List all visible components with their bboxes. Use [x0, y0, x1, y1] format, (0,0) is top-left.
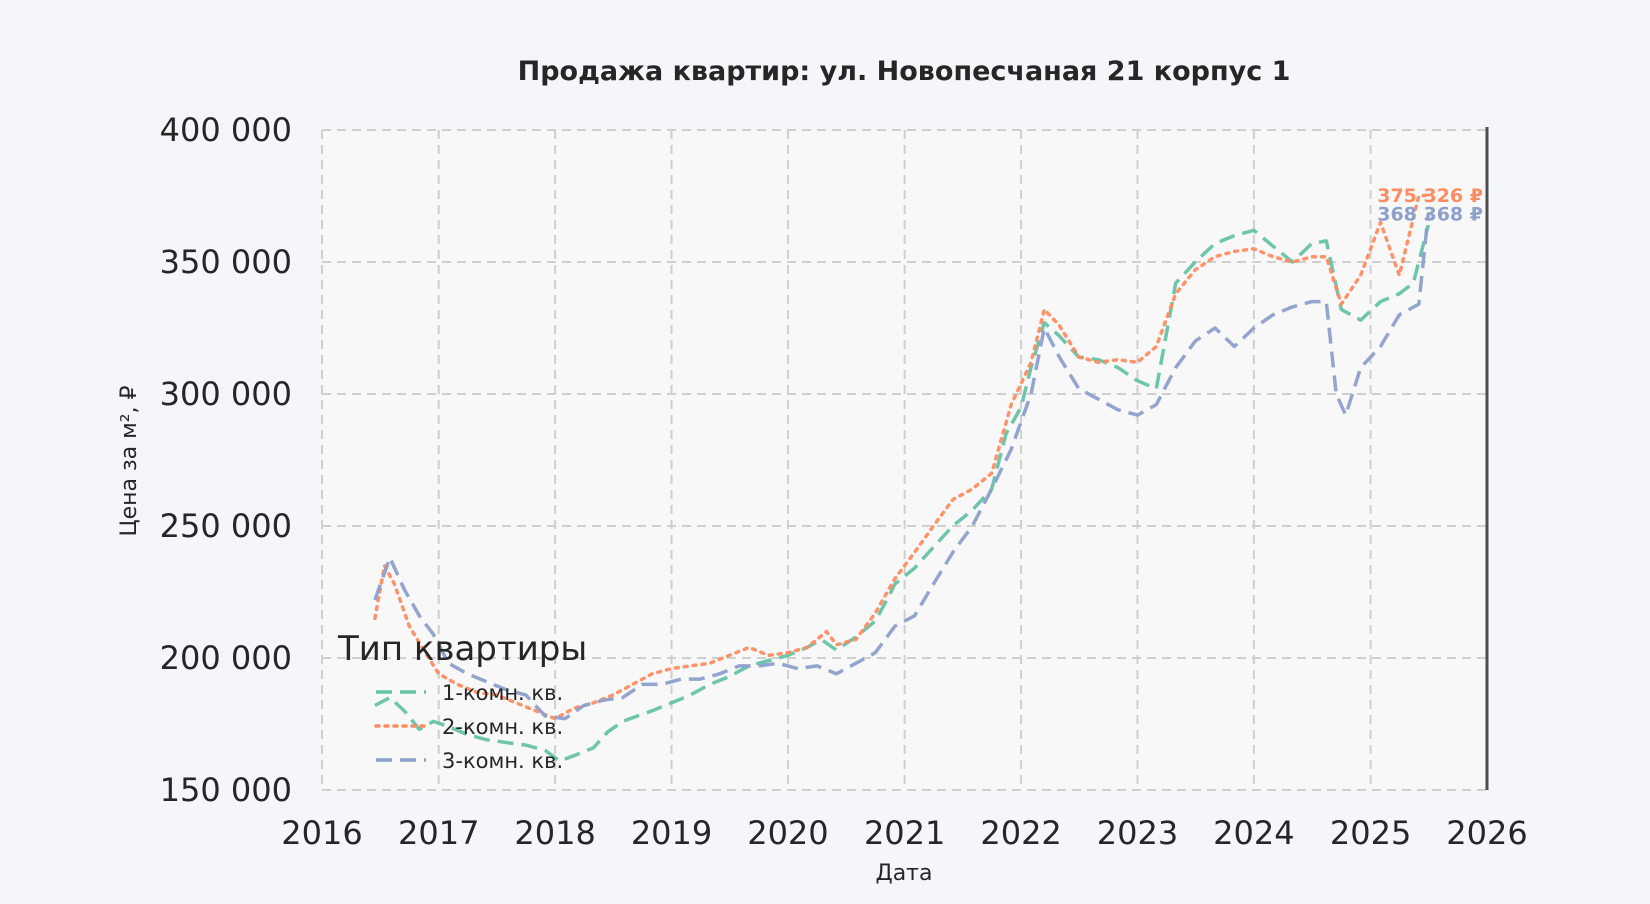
legend-label: 3-комн. кв. — [442, 749, 563, 773]
y-tick-label: 150 000 — [160, 771, 292, 809]
end-labels: 375 326 ₽368 368 ₽ — [1377, 185, 1483, 225]
x-tick-label: 2021 — [864, 814, 945, 852]
series-line — [373, 213, 1431, 721]
y-tick-label: 250 000 — [160, 507, 292, 545]
x-tick-label: 2018 — [514, 814, 595, 852]
y-axis-ticks: 150 000 200 000 250 000 300 000 350 000 400 0… — [160, 111, 292, 809]
series-1 — [374, 224, 1430, 763]
legend-label: 2-комн. кв. — [442, 715, 563, 739]
series-3 — [373, 213, 1431, 721]
x-tick-label: 2016 — [281, 814, 362, 852]
legend-title: Тип квартиры — [337, 629, 587, 669]
series-2 — [373, 193, 1431, 721]
x-axis-label: Дата — [876, 861, 933, 886]
chart-title: Продажа квартир: ул. Новопесчаная 21 кор… — [518, 56, 1291, 87]
x-tick-label: 2023 — [1097, 814, 1178, 852]
x-tick-label: 2019 — [631, 814, 712, 852]
series-line — [374, 224, 1430, 763]
legend-label: 1-комн. кв. — [442, 681, 563, 705]
legend: Тип квартиры 1-комн. кв. 2-комн. кв. 3-ком… — [337, 629, 587, 773]
legend-entry: 2-комн. кв. — [374, 715, 563, 739]
x-axis-ticks: 2016 2017 2018 2019 2020 2021 2022 2023 2024 2025… — [281, 814, 1527, 852]
x-tick-label: 2022 — [980, 814, 1061, 852]
legend-items: 1-комн. кв. 2-комн. кв. 3-комн. кв. — [374, 681, 563, 773]
x-tick-label: 2026 — [1446, 814, 1527, 852]
y-tick-label: 200 000 — [160, 639, 292, 677]
y-axis-label: Цена за м², ₽ — [117, 385, 142, 536]
y-tick-label: 400 000 — [160, 111, 292, 149]
y-tick-label: 350 000 — [160, 243, 292, 281]
series-line — [373, 193, 1431, 721]
legend-entry: 1-комн. кв. — [376, 681, 563, 705]
x-tick-label: 2024 — [1213, 814, 1294, 852]
series-end-label: 375 326 ₽ — [1377, 185, 1483, 207]
x-tick-label: 2025 — [1330, 814, 1411, 852]
series-lines — [373, 193, 1431, 763]
y-tick-label: 300 000 — [160, 375, 292, 413]
series-end-label: 368 368 ₽ — [1377, 204, 1483, 226]
x-tick-label: 2020 — [747, 814, 828, 852]
x-tick-label: 2017 — [398, 814, 479, 852]
legend-entry: 3-комн. кв. — [376, 749, 563, 773]
